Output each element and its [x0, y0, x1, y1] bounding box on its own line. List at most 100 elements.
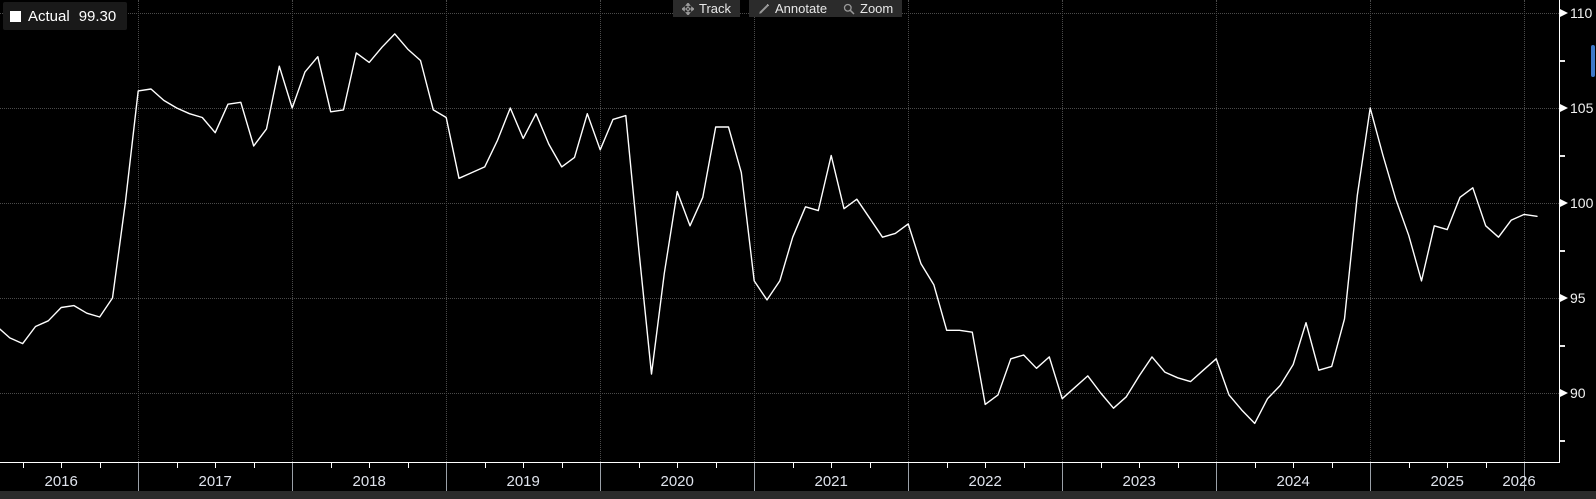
v-gridline: [1216, 0, 1218, 462]
horizontal-scrollbar[interactable]: [0, 491, 1596, 499]
y-axis-minor-tick: [1560, 344, 1565, 347]
v-gridline: [446, 0, 448, 462]
year-separator: [1062, 462, 1064, 491]
quarter-tick: [253, 462, 255, 468]
quarter-tick: [215, 462, 217, 468]
legend-swatch: [10, 10, 21, 22]
y-axis-tick-label: 95: [1570, 290, 1586, 306]
v-gridline: [292, 0, 294, 462]
quarter-tick: [677, 462, 679, 468]
zoom-magnifier-icon: [843, 3, 855, 15]
y-axis-tick-label: 90: [1570, 385, 1586, 401]
v-gridline: [138, 0, 140, 462]
legend[interactable]: Actual 99.30: [3, 2, 128, 30]
y-axis-tick-arrow: [1560, 9, 1568, 17]
year-separator: [138, 462, 140, 491]
v-gridline: [1370, 0, 1372, 462]
quarter-tick: [1485, 462, 1487, 468]
quarter-tick: [61, 462, 63, 468]
quarter-tick: [1408, 462, 1410, 468]
v-gridline: [1524, 0, 1526, 462]
x-axis-year-label: 2016: [44, 473, 78, 490]
year-separator: [1524, 462, 1526, 491]
quarter-tick: [1447, 462, 1449, 468]
annotate-button[interactable]: Annotate: [749, 0, 837, 17]
quarter-tick: [1023, 462, 1025, 468]
vertical-scrollbar-thumb[interactable]: [1591, 45, 1595, 77]
x-axis-year-label: 2025: [1430, 473, 1464, 490]
legend-series-label: Actual: [28, 7, 70, 25]
zoom-button-label: Zoom: [860, 1, 894, 16]
quarter-tick: [407, 462, 409, 468]
year-separator: [600, 462, 602, 491]
quarter-tick: [561, 462, 563, 468]
quarter-tick: [715, 462, 717, 468]
legend-last-value: 99.30: [78, 7, 117, 25]
quarter-tick: [176, 462, 178, 468]
x-axis-line: [0, 462, 1560, 463]
year-separator: [1370, 462, 1372, 491]
track-button[interactable]: Track: [673, 0, 741, 17]
h-gridline: [0, 108, 1559, 109]
quarter-tick: [330, 462, 332, 468]
h-gridline: [0, 298, 1559, 299]
y-axis-line: [1559, 0, 1560, 463]
x-axis-year-label: 2019: [506, 473, 540, 490]
y-axis-minor-tick: [1560, 249, 1565, 252]
quarter-tick: [1293, 462, 1295, 468]
quarter-tick: [985, 462, 987, 468]
y-axis-tick-label: 100: [1570, 195, 1594, 211]
x-axis-year-label: 2021: [814, 473, 848, 490]
y-axis-tick-arrow: [1560, 104, 1568, 112]
quarter-tick: [1254, 462, 1256, 468]
quarter-tick: [1177, 462, 1179, 468]
annotate-button-label: Annotate: [775, 1, 828, 16]
y-axis-tick-arrow: [1560, 294, 1568, 302]
year-separator: [1216, 462, 1218, 491]
y-axis-tick-arrow: [1560, 389, 1568, 397]
quarter-tick: [22, 462, 24, 468]
x-axis-year-label: 2022: [968, 473, 1002, 490]
h-gridline: [0, 203, 1559, 204]
x-axis-year-label: 2023: [1122, 473, 1156, 490]
quarter-tick: [1331, 462, 1333, 468]
year-separator: [446, 462, 448, 491]
x-axis-year-label: 2017: [198, 473, 232, 490]
series-line-actual: [0, 33, 1538, 425]
y-axis-tick-arrow: [1560, 199, 1568, 207]
h-gridline: [0, 393, 1559, 394]
v-gridline: [1062, 0, 1064, 462]
quarter-tick: [831, 462, 833, 468]
v-gridline: [600, 0, 602, 462]
annotate-pencil-icon: [758, 3, 770, 15]
quarter-tick: [869, 462, 871, 468]
track-button-label: Track: [699, 1, 732, 16]
quarter-tick: [484, 462, 486, 468]
y-axis-minor-tick: [1560, 154, 1565, 157]
y-axis-minor-tick: [1560, 59, 1565, 62]
quarter-tick: [369, 462, 371, 468]
x-axis-year-label: 2024: [1276, 473, 1310, 490]
year-separator: [754, 462, 756, 491]
x-axis-year-label: 2026: [1502, 473, 1536, 490]
quarter-tick: [523, 462, 525, 468]
year-separator: [908, 462, 910, 491]
year-separator: [292, 462, 294, 491]
y-axis-tick-label: 110: [1570, 5, 1593, 21]
y-axis-tick-label: 105: [1570, 100, 1594, 116]
quarter-tick: [638, 462, 640, 468]
quarter-tick: [1139, 462, 1141, 468]
track-crosshair-icon: [682, 2, 694, 15]
x-axis-year-label: 2020: [660, 473, 694, 490]
quarter-tick: [1100, 462, 1102, 468]
quarter-tick: [946, 462, 948, 468]
quarter-tick: [792, 462, 794, 468]
x-axis-year-label: 2018: [352, 473, 386, 490]
v-gridline: [754, 0, 756, 462]
quarter-tick: [99, 462, 101, 468]
zoom-button[interactable]: Zoom: [834, 0, 903, 17]
v-gridline: [908, 0, 910, 462]
y-axis-minor-tick: [1560, 439, 1565, 442]
